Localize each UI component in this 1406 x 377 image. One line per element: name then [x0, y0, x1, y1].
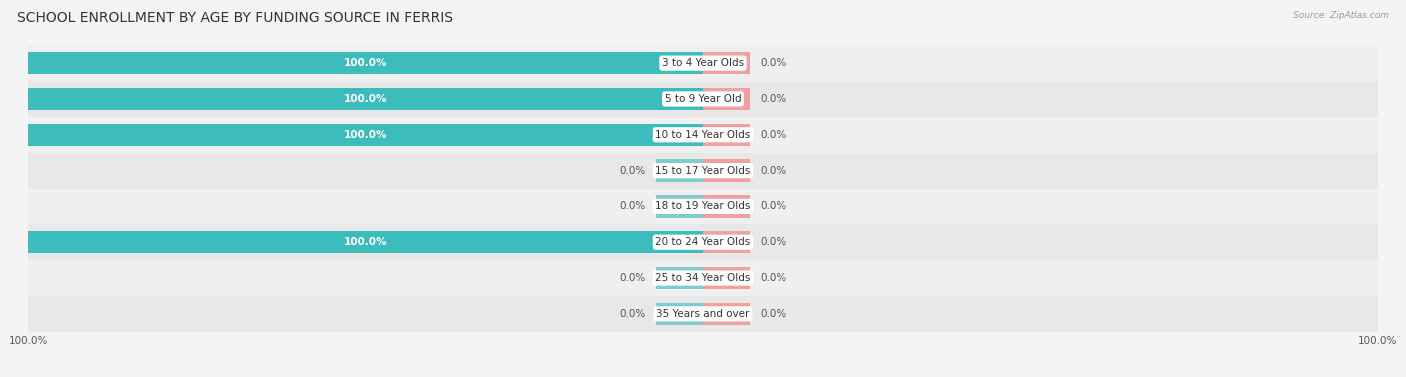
- Bar: [655, 195, 703, 218]
- Text: 15 to 17 Year Olds: 15 to 17 Year Olds: [655, 166, 751, 176]
- Text: 5 to 9 Year Old: 5 to 9 Year Old: [665, 94, 741, 104]
- Bar: [703, 303, 751, 325]
- Text: 100.0%: 100.0%: [344, 58, 387, 68]
- Bar: [28, 260, 1378, 296]
- Text: 100.0%: 100.0%: [344, 237, 387, 247]
- Text: 0.0%: 0.0%: [761, 273, 786, 283]
- Text: 35 Years and over: 35 Years and over: [657, 309, 749, 319]
- Bar: [28, 231, 703, 253]
- Text: 0.0%: 0.0%: [761, 130, 786, 140]
- Text: SCHOOL ENROLLMENT BY AGE BY FUNDING SOURCE IN FERRIS: SCHOOL ENROLLMENT BY AGE BY FUNDING SOUR…: [17, 11, 453, 25]
- Text: 10 to 14 Year Olds: 10 to 14 Year Olds: [655, 130, 751, 140]
- Bar: [28, 296, 1378, 332]
- Bar: [28, 45, 1378, 81]
- Bar: [655, 303, 703, 325]
- Text: 20 to 24 Year Olds: 20 to 24 Year Olds: [655, 237, 751, 247]
- Text: Source: ZipAtlas.com: Source: ZipAtlas.com: [1294, 11, 1389, 20]
- Bar: [703, 195, 751, 218]
- Bar: [703, 88, 751, 110]
- Text: 0.0%: 0.0%: [620, 166, 645, 176]
- Text: 0.0%: 0.0%: [761, 58, 786, 68]
- Text: 0.0%: 0.0%: [761, 309, 786, 319]
- Text: 0.0%: 0.0%: [620, 273, 645, 283]
- Text: 0.0%: 0.0%: [761, 166, 786, 176]
- Bar: [28, 224, 1378, 260]
- Text: 0.0%: 0.0%: [761, 237, 786, 247]
- Text: 0.0%: 0.0%: [620, 201, 645, 211]
- Text: 0.0%: 0.0%: [761, 94, 786, 104]
- Bar: [28, 153, 1378, 188]
- Bar: [703, 52, 751, 74]
- Bar: [28, 188, 1378, 224]
- Bar: [28, 88, 703, 110]
- Text: 25 to 34 Year Olds: 25 to 34 Year Olds: [655, 273, 751, 283]
- Bar: [703, 124, 751, 146]
- Bar: [28, 81, 1378, 117]
- Text: 3 to 4 Year Olds: 3 to 4 Year Olds: [662, 58, 744, 68]
- Text: 100.0%: 100.0%: [344, 94, 387, 104]
- Bar: [703, 231, 751, 253]
- Text: 0.0%: 0.0%: [761, 201, 786, 211]
- Text: 100.0%: 100.0%: [344, 130, 387, 140]
- Bar: [703, 267, 751, 289]
- Bar: [655, 267, 703, 289]
- Bar: [28, 52, 703, 74]
- Text: 18 to 19 Year Olds: 18 to 19 Year Olds: [655, 201, 751, 211]
- Bar: [28, 124, 703, 146]
- Text: 0.0%: 0.0%: [620, 309, 645, 319]
- Bar: [28, 117, 1378, 153]
- Bar: [703, 159, 751, 182]
- Bar: [655, 159, 703, 182]
